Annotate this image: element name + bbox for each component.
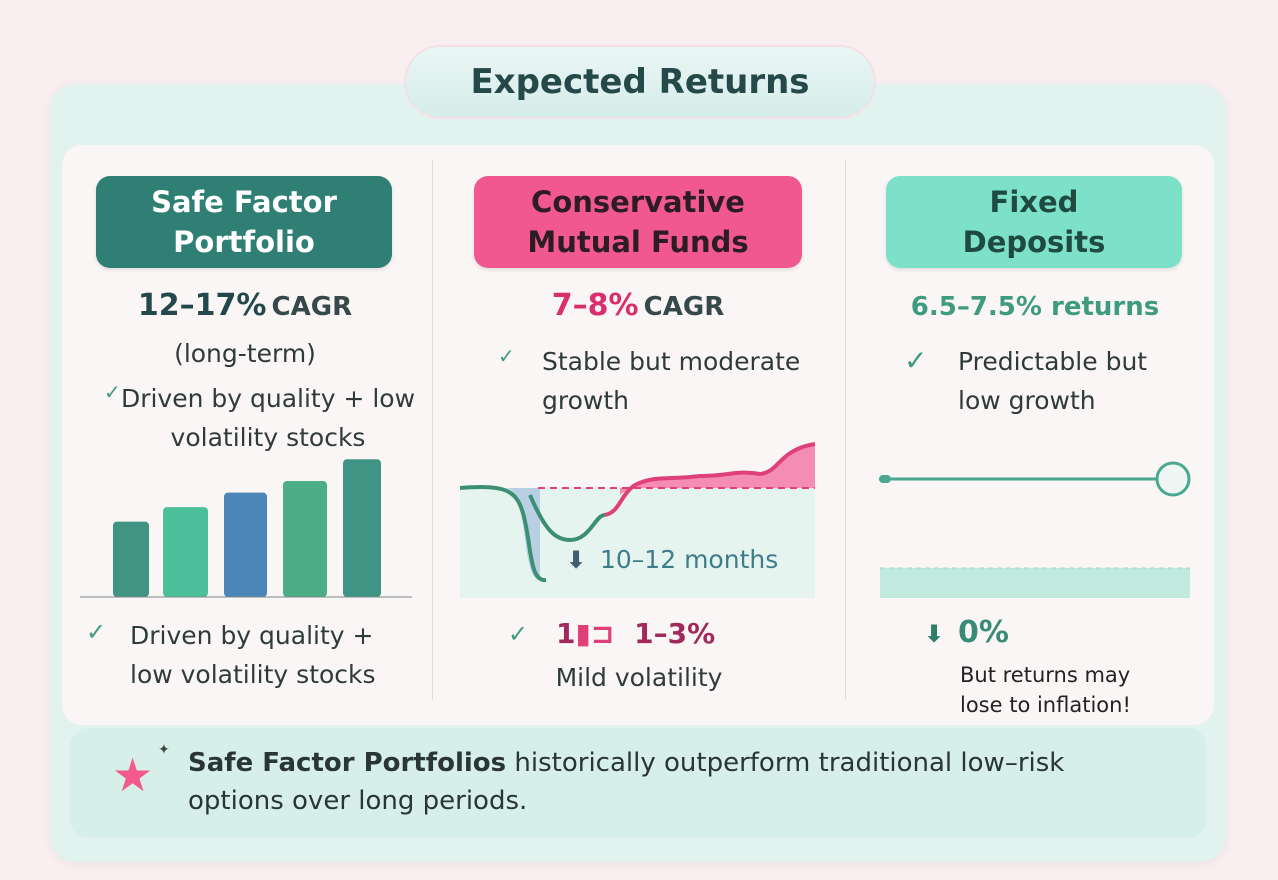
page-title: Expected Returns [404,45,876,119]
return-unit: CAGR [271,292,353,322]
column-divider [845,160,846,700]
return-value: 12–17% [137,288,267,323]
check-icon: ✓ [508,620,529,648]
mutual-funds-return: 7–8% CAGR [474,288,802,323]
gain-area [620,444,815,495]
check-icon: ✓ [904,344,928,377]
footer-text: Mild volatility [555,663,723,692]
down-arrow-icon: ⬇ [566,546,587,574]
recovery-label: 10–12 months [600,545,778,574]
banner-text: Safe Factor Portfolios historically outp… [188,744,1168,820]
point-text: Predictable but low growth [958,347,1148,415]
drawdown-row: 1▮⊐ 1–3% [556,617,715,650]
bar [224,492,267,597]
bar [163,507,208,597]
drawdown-prefix: 1 [556,617,576,650]
mutual-funds-header: Conservative Mutual Funds [474,176,802,268]
sparkle-icon: ✦ [158,742,170,758]
check-icon: ✓ [86,618,107,646]
banner-rest: historically outperform traditional low–… [188,748,1065,816]
bar [283,481,327,597]
down-arrow-icon: ⬇ [924,620,945,648]
recovery-line-chart [460,442,815,598]
return-unit: CAGR [643,292,725,322]
bar [343,459,381,597]
star-icon: ★ [112,748,154,802]
summary-banner [70,728,1206,838]
recovery-value: 10–12 months [600,545,779,574]
growth-bar-chart [80,459,412,598]
fd-return: 6.5–7.5% returns [910,292,1160,322]
point-text: Driven by quality + low volatility stock… [120,384,416,452]
footer-text: Driven by quality + low volatility stock… [130,621,376,689]
safe-factor-return: 12–17% CAGR [100,288,390,323]
banner-bold: Safe Factor Portfolios [188,748,507,778]
check-icon: ✓ [498,344,515,368]
growth-line [604,442,815,517]
flat-growth-line [879,461,1191,598]
fixed-deposits-header: Fixed Deposits [886,176,1182,268]
footer-text: But returns may lose to inflation! [960,663,1131,717]
point-text: Stable but moderate growth [542,347,801,415]
return-value: 7–8% [551,288,639,323]
drawdown-value: 1–3% [634,617,716,650]
return-note: (long-term) [174,339,316,368]
drawdown-value: 0% [958,615,1009,650]
drawdown-line [460,485,547,582]
chart-background [460,488,815,598]
recovery-line [528,494,606,543]
column-divider [432,160,433,700]
safe-factor-header: Safe Factor Portfolio [96,176,392,268]
check-icon: ✓ [104,380,121,404]
battery-icon: ▮⊐ [575,617,615,650]
bar [113,521,149,597]
